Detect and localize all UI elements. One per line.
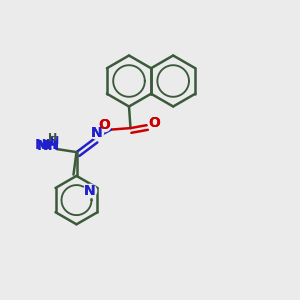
Text: O: O [98,118,110,132]
Text: O: O [148,116,160,130]
Text: N: N [84,184,96,198]
Circle shape [40,138,53,151]
Text: H: H [48,133,57,143]
Text: N: N [91,126,103,140]
Text: N: N [84,184,96,198]
Circle shape [83,184,97,198]
Circle shape [148,116,161,129]
Text: O: O [98,118,110,132]
Text: NH: NH [36,139,60,152]
Circle shape [90,126,104,139]
Text: H: H [50,136,59,146]
Text: O: O [148,116,160,130]
Circle shape [98,118,111,132]
Text: N: N [91,126,103,140]
Text: NH: NH [35,138,58,152]
